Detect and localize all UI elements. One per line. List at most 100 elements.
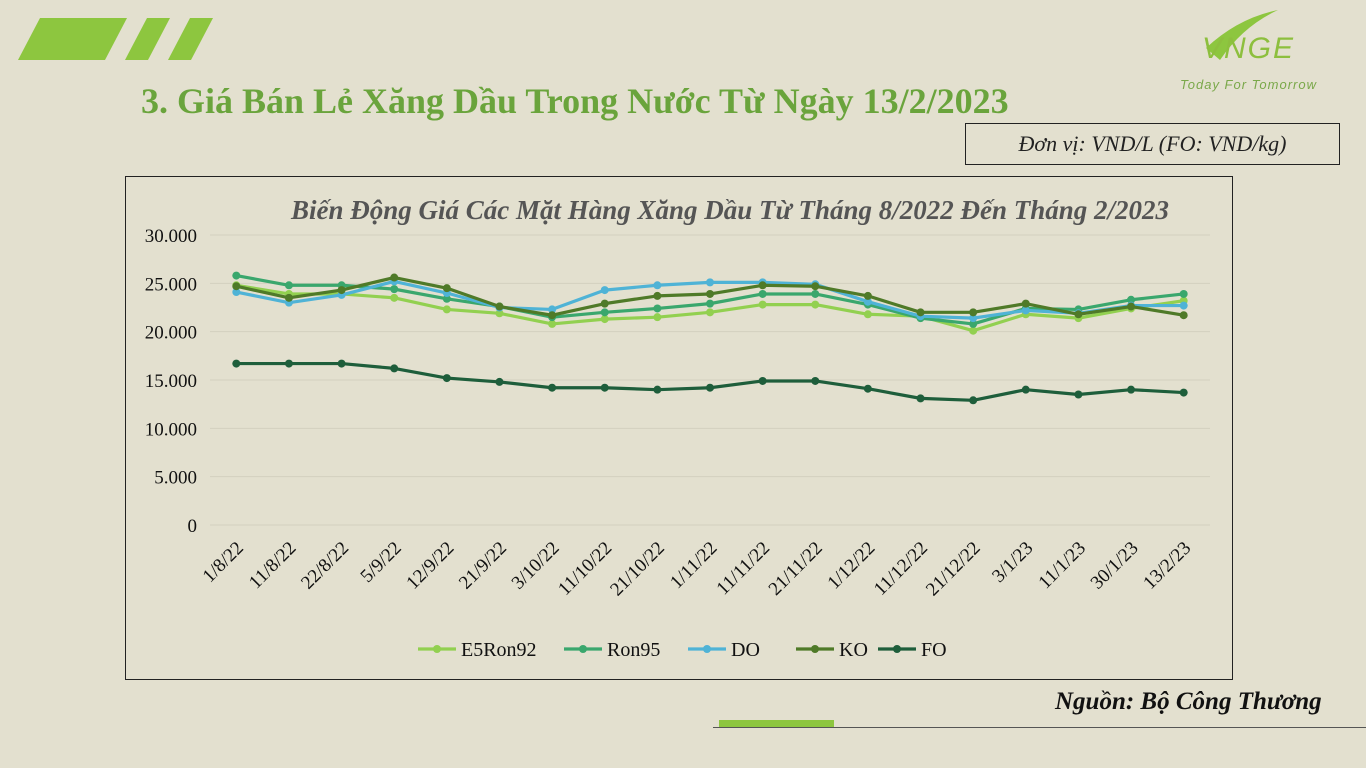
data-point-e5ron92 xyxy=(653,313,662,322)
data-point-fo xyxy=(1179,388,1188,397)
data-point-e5ron92 xyxy=(969,326,978,335)
data-point-ko xyxy=(811,282,820,291)
y-tick-label: 30.000 xyxy=(145,226,197,247)
legend-label-e5ron92: E5Ron92 xyxy=(461,639,537,661)
data-point-fo xyxy=(337,359,346,368)
legend-marker-ko xyxy=(811,645,819,653)
data-point-ron95 xyxy=(442,294,451,303)
data-point-ron95 xyxy=(811,289,820,298)
legend-marker-fo xyxy=(893,645,901,653)
data-point-fo xyxy=(1021,385,1030,394)
chart-title: Biến Động Giá Các Mặt Hàng Xăng Dầu Từ T… xyxy=(290,195,1169,225)
data-point-ron95 xyxy=(653,304,662,313)
x-tick-label: 21/9/22 xyxy=(455,538,511,594)
data-point-fo xyxy=(284,359,293,368)
logo-text: VNGE xyxy=(1202,32,1296,65)
data-point-ron95 xyxy=(1127,295,1136,304)
data-point-ko xyxy=(600,299,609,308)
line-chart: Biến Động Giá Các Mặt Hàng Xăng Dầu Từ T… xyxy=(145,195,1210,661)
data-point-fo xyxy=(495,377,504,386)
data-point-do xyxy=(1021,306,1030,315)
data-point-do xyxy=(863,297,872,306)
data-point-ron95 xyxy=(969,319,978,328)
data-point-do xyxy=(1179,301,1188,310)
data-point-do xyxy=(653,281,662,290)
data-point-ko xyxy=(653,291,662,300)
x-tick-label: 21/10/22 xyxy=(606,538,669,601)
x-tick-label: 22/8/22 xyxy=(297,538,353,594)
data-point-do xyxy=(706,278,714,287)
data-point-fo xyxy=(653,385,662,394)
data-point-do xyxy=(232,288,241,297)
data-point-fo xyxy=(1074,390,1083,399)
data-point-fo xyxy=(916,394,925,403)
data-point-ko xyxy=(1021,299,1030,308)
data-point-ron95 xyxy=(600,308,609,317)
y-tick-label: 10.000 xyxy=(145,419,197,440)
data-point-e5ron92 xyxy=(495,309,504,318)
logo-tagline: Today For Tomorrow xyxy=(1180,77,1317,92)
x-tick-label: 11/12/22 xyxy=(870,538,932,600)
data-point-e5ron92 xyxy=(600,315,609,324)
data-point-ko xyxy=(706,289,714,298)
slide-title: 3. Giá Bán Lẻ Xăng Dầu Trong Nước Từ Ngà… xyxy=(141,81,1009,121)
data-point-do xyxy=(600,286,609,295)
footer-accent-bar xyxy=(719,720,834,727)
data-point-ron95 xyxy=(758,289,767,298)
deco-stripe-small xyxy=(168,18,213,60)
data-point-ko xyxy=(284,293,293,302)
x-tick-label: 21/12/22 xyxy=(922,538,985,601)
x-tick-label: 12/9/22 xyxy=(402,538,458,594)
data-point-e5ron92 xyxy=(811,300,820,309)
legend-marker-do xyxy=(703,645,711,653)
data-point-e5ron92 xyxy=(548,319,557,328)
data-point-ko xyxy=(1127,302,1136,311)
data-point-fo xyxy=(600,383,609,392)
data-point-e5ron92 xyxy=(863,310,872,319)
data-point-fo xyxy=(706,383,714,392)
data-point-fo xyxy=(758,376,767,385)
data-point-e5ron92 xyxy=(442,305,451,314)
data-point-ron95 xyxy=(1179,289,1188,298)
source-label: Nguồn: Bộ Công Thương xyxy=(1055,688,1322,715)
y-tick-label: 25.000 xyxy=(145,274,197,295)
header-decoration xyxy=(18,18,213,60)
x-tick-label: 11/11/22 xyxy=(713,538,775,600)
x-tick-label: 21/11/22 xyxy=(765,538,827,600)
series-line-fo xyxy=(236,361,1184,402)
data-point-do xyxy=(548,305,557,314)
data-point-fo xyxy=(390,364,399,373)
x-tick-label: 3/1/23 xyxy=(988,538,1037,587)
data-point-ron95 xyxy=(390,285,399,294)
data-point-ko xyxy=(758,281,767,290)
y-tick-label: 0 xyxy=(188,516,198,537)
data-point-fo xyxy=(548,383,557,392)
deco-stripe-large xyxy=(18,18,127,60)
data-point-fo xyxy=(232,359,241,368)
data-point-ko xyxy=(916,308,925,317)
x-tick-label: 11/8/22 xyxy=(245,538,300,593)
data-point-ko xyxy=(232,282,241,291)
legend-label-fo: FO xyxy=(921,639,947,661)
data-point-e5ron92 xyxy=(758,300,767,309)
data-point-ron95 xyxy=(284,281,293,290)
data-point-ko xyxy=(442,284,451,293)
data-point-ko xyxy=(863,291,872,300)
x-tick-label: 5/9/22 xyxy=(357,538,406,587)
data-point-do xyxy=(969,314,978,323)
x-tick-label: 1/8/22 xyxy=(199,538,248,587)
y-tick-label: 15.000 xyxy=(145,371,197,392)
x-tick-label: 11/1/23 xyxy=(1035,538,1090,593)
data-point-e5ron92 xyxy=(390,293,399,302)
legend-label-ron95: Ron95 xyxy=(607,639,660,661)
x-tick-label: 30/1/23 xyxy=(1087,538,1143,594)
y-tick-label: 20.000 xyxy=(145,323,197,344)
data-point-ron95 xyxy=(706,299,714,308)
unit-box: Đơn vị: VND/L (FO: VND/kg) xyxy=(965,123,1340,165)
x-tick-label: 13/2/23 xyxy=(1139,538,1195,594)
data-point-fo xyxy=(442,374,451,383)
chart-container: Biến Động Giá Các Mặt Hàng Xăng Dầu Từ T… xyxy=(125,176,1233,680)
legend-label-ko: KO xyxy=(839,639,868,661)
unit-label: Đơn vị: VND/L (FO: VND/kg) xyxy=(1018,131,1287,156)
deco-stripe-small xyxy=(125,18,170,60)
